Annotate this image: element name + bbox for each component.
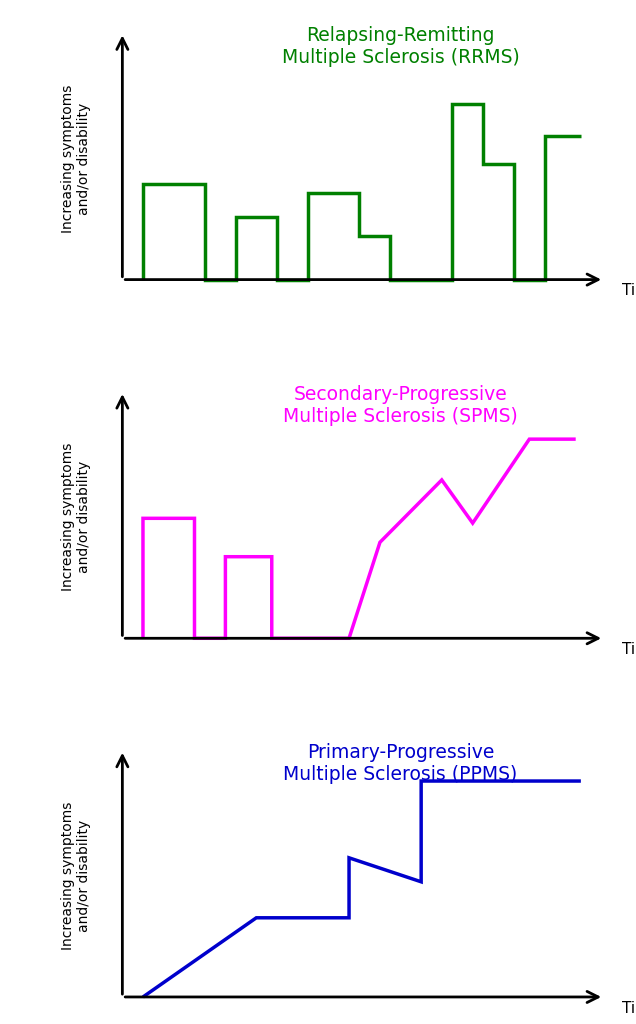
Text: Time: Time [622,1000,636,1016]
Text: Time: Time [622,642,636,657]
Text: Increasing symptoms
and/or disability: Increasing symptoms and/or disability [61,443,92,591]
Text: Increasing symptoms
and/or disability: Increasing symptoms and/or disability [61,84,92,232]
Text: Secondary-Progressive
Multiple Sclerosis (SPMS): Secondary-Progressive Multiple Sclerosis… [283,385,518,426]
Text: Primary-Progressive
Multiple Sclerosis (PPMS): Primary-Progressive Multiple Sclerosis (… [284,743,518,784]
Text: Relapsing-Remitting
Multiple Sclerosis (RRMS): Relapsing-Remitting Multiple Sclerosis (… [282,26,520,67]
Text: Increasing symptoms
and/or disability: Increasing symptoms and/or disability [61,802,92,950]
Text: Time: Time [622,284,636,298]
